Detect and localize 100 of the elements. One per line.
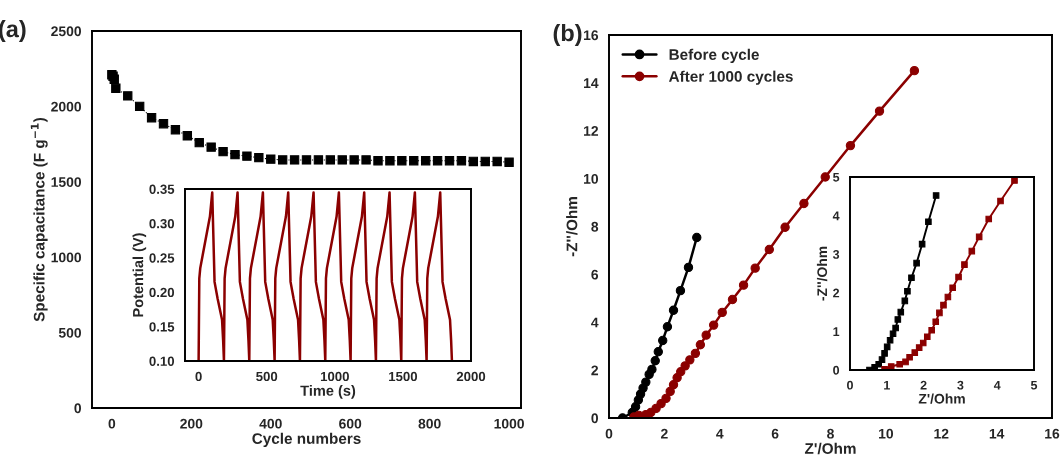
point xyxy=(662,322,673,332)
point xyxy=(701,330,711,340)
point xyxy=(668,305,679,315)
point xyxy=(277,155,288,165)
point xyxy=(337,155,347,165)
y-tick-label: 8 xyxy=(591,221,599,232)
y-tick-label: 4 xyxy=(832,211,840,221)
point xyxy=(961,261,968,268)
point xyxy=(692,232,702,243)
point xyxy=(397,156,407,166)
point xyxy=(313,155,324,165)
point xyxy=(504,157,514,167)
point xyxy=(845,140,856,151)
point xyxy=(1011,177,1018,184)
x-axis-title: Z'/Ohm xyxy=(918,393,965,404)
point xyxy=(373,156,383,166)
point xyxy=(799,198,809,209)
point xyxy=(158,119,169,129)
point xyxy=(913,259,920,267)
x-tick-label: 800 xyxy=(418,418,441,429)
point xyxy=(683,262,694,273)
x-tick-label: 5 xyxy=(1030,380,1038,390)
x-tick-label: 0 xyxy=(195,371,202,382)
y-tick-label: 3 xyxy=(832,250,840,259)
point xyxy=(641,377,651,387)
x-tick-label: 0 xyxy=(847,380,853,390)
point xyxy=(182,131,193,141)
y-tick-label: 10 xyxy=(584,173,599,184)
x-tick-label: 0 xyxy=(605,428,613,439)
point xyxy=(750,263,760,273)
point xyxy=(886,336,894,344)
point xyxy=(906,353,913,361)
x-tick-label: 500 xyxy=(256,371,278,382)
x-tick-label: 600 xyxy=(339,418,362,429)
y-axis-title: Potential (V) xyxy=(132,233,147,317)
point xyxy=(254,152,264,163)
point xyxy=(820,172,830,182)
x-tick-label: 3 xyxy=(957,380,964,390)
y-tick-label: 0.25 xyxy=(149,253,175,263)
point xyxy=(289,155,300,165)
point xyxy=(936,309,943,317)
x-tick-label: 0 xyxy=(108,418,116,429)
point xyxy=(146,113,157,123)
point xyxy=(985,215,993,223)
y-tick-label: 1000 xyxy=(51,252,82,263)
point xyxy=(894,316,902,323)
point xyxy=(361,155,371,165)
point xyxy=(911,349,919,356)
point xyxy=(653,347,663,357)
x-tick-label: 1000 xyxy=(494,418,524,429)
point xyxy=(468,156,479,167)
chart-title: (a) xyxy=(0,20,26,42)
point xyxy=(923,333,931,341)
y-axis-title: -Z''/Ohm xyxy=(816,246,828,301)
point xyxy=(949,284,956,292)
y-tick-label: 2000 xyxy=(51,101,82,112)
y-tick-label: 0.10 xyxy=(149,356,175,366)
y-tick-label: 2 xyxy=(833,288,840,298)
point xyxy=(444,156,455,166)
point xyxy=(708,320,719,330)
point xyxy=(456,156,467,166)
point xyxy=(896,360,903,368)
point xyxy=(904,287,911,295)
point xyxy=(480,156,490,167)
y-tick-label: 0 xyxy=(74,403,82,414)
point xyxy=(955,273,962,281)
point xyxy=(925,218,932,226)
y-tick-label: 5 xyxy=(833,172,840,182)
point xyxy=(738,280,749,290)
x-tick-label: 2 xyxy=(660,428,668,439)
point xyxy=(658,335,668,346)
point xyxy=(230,149,240,160)
y-tick-label: 500 xyxy=(58,327,82,338)
y-tick-label: 1500 xyxy=(51,177,82,187)
point xyxy=(492,156,502,167)
point xyxy=(409,156,419,166)
point xyxy=(218,146,228,157)
point xyxy=(780,222,790,232)
x-tick-label: 200 xyxy=(180,418,203,429)
point xyxy=(680,361,690,371)
point xyxy=(685,355,695,365)
y-axis-title: Specific capacitance (F g$^{−1}$) xyxy=(30,118,48,322)
point xyxy=(675,285,686,296)
y-tick-label: 0.20 xyxy=(149,287,175,298)
y-tick-label: 16 xyxy=(584,30,599,41)
point xyxy=(661,393,671,404)
x-tick-label: 4 xyxy=(716,428,724,439)
point xyxy=(647,364,657,375)
point xyxy=(932,192,940,199)
y-tick-label: 6 xyxy=(591,269,599,280)
y-tick-label: 0.15 xyxy=(149,322,175,332)
point xyxy=(695,340,706,350)
y-tick-label: 1 xyxy=(833,327,840,336)
point xyxy=(915,344,923,351)
point xyxy=(940,301,947,309)
point xyxy=(194,137,204,148)
point xyxy=(134,101,145,112)
point xyxy=(764,244,774,255)
point xyxy=(385,156,395,166)
y-tick-label: 2500 xyxy=(51,26,82,37)
